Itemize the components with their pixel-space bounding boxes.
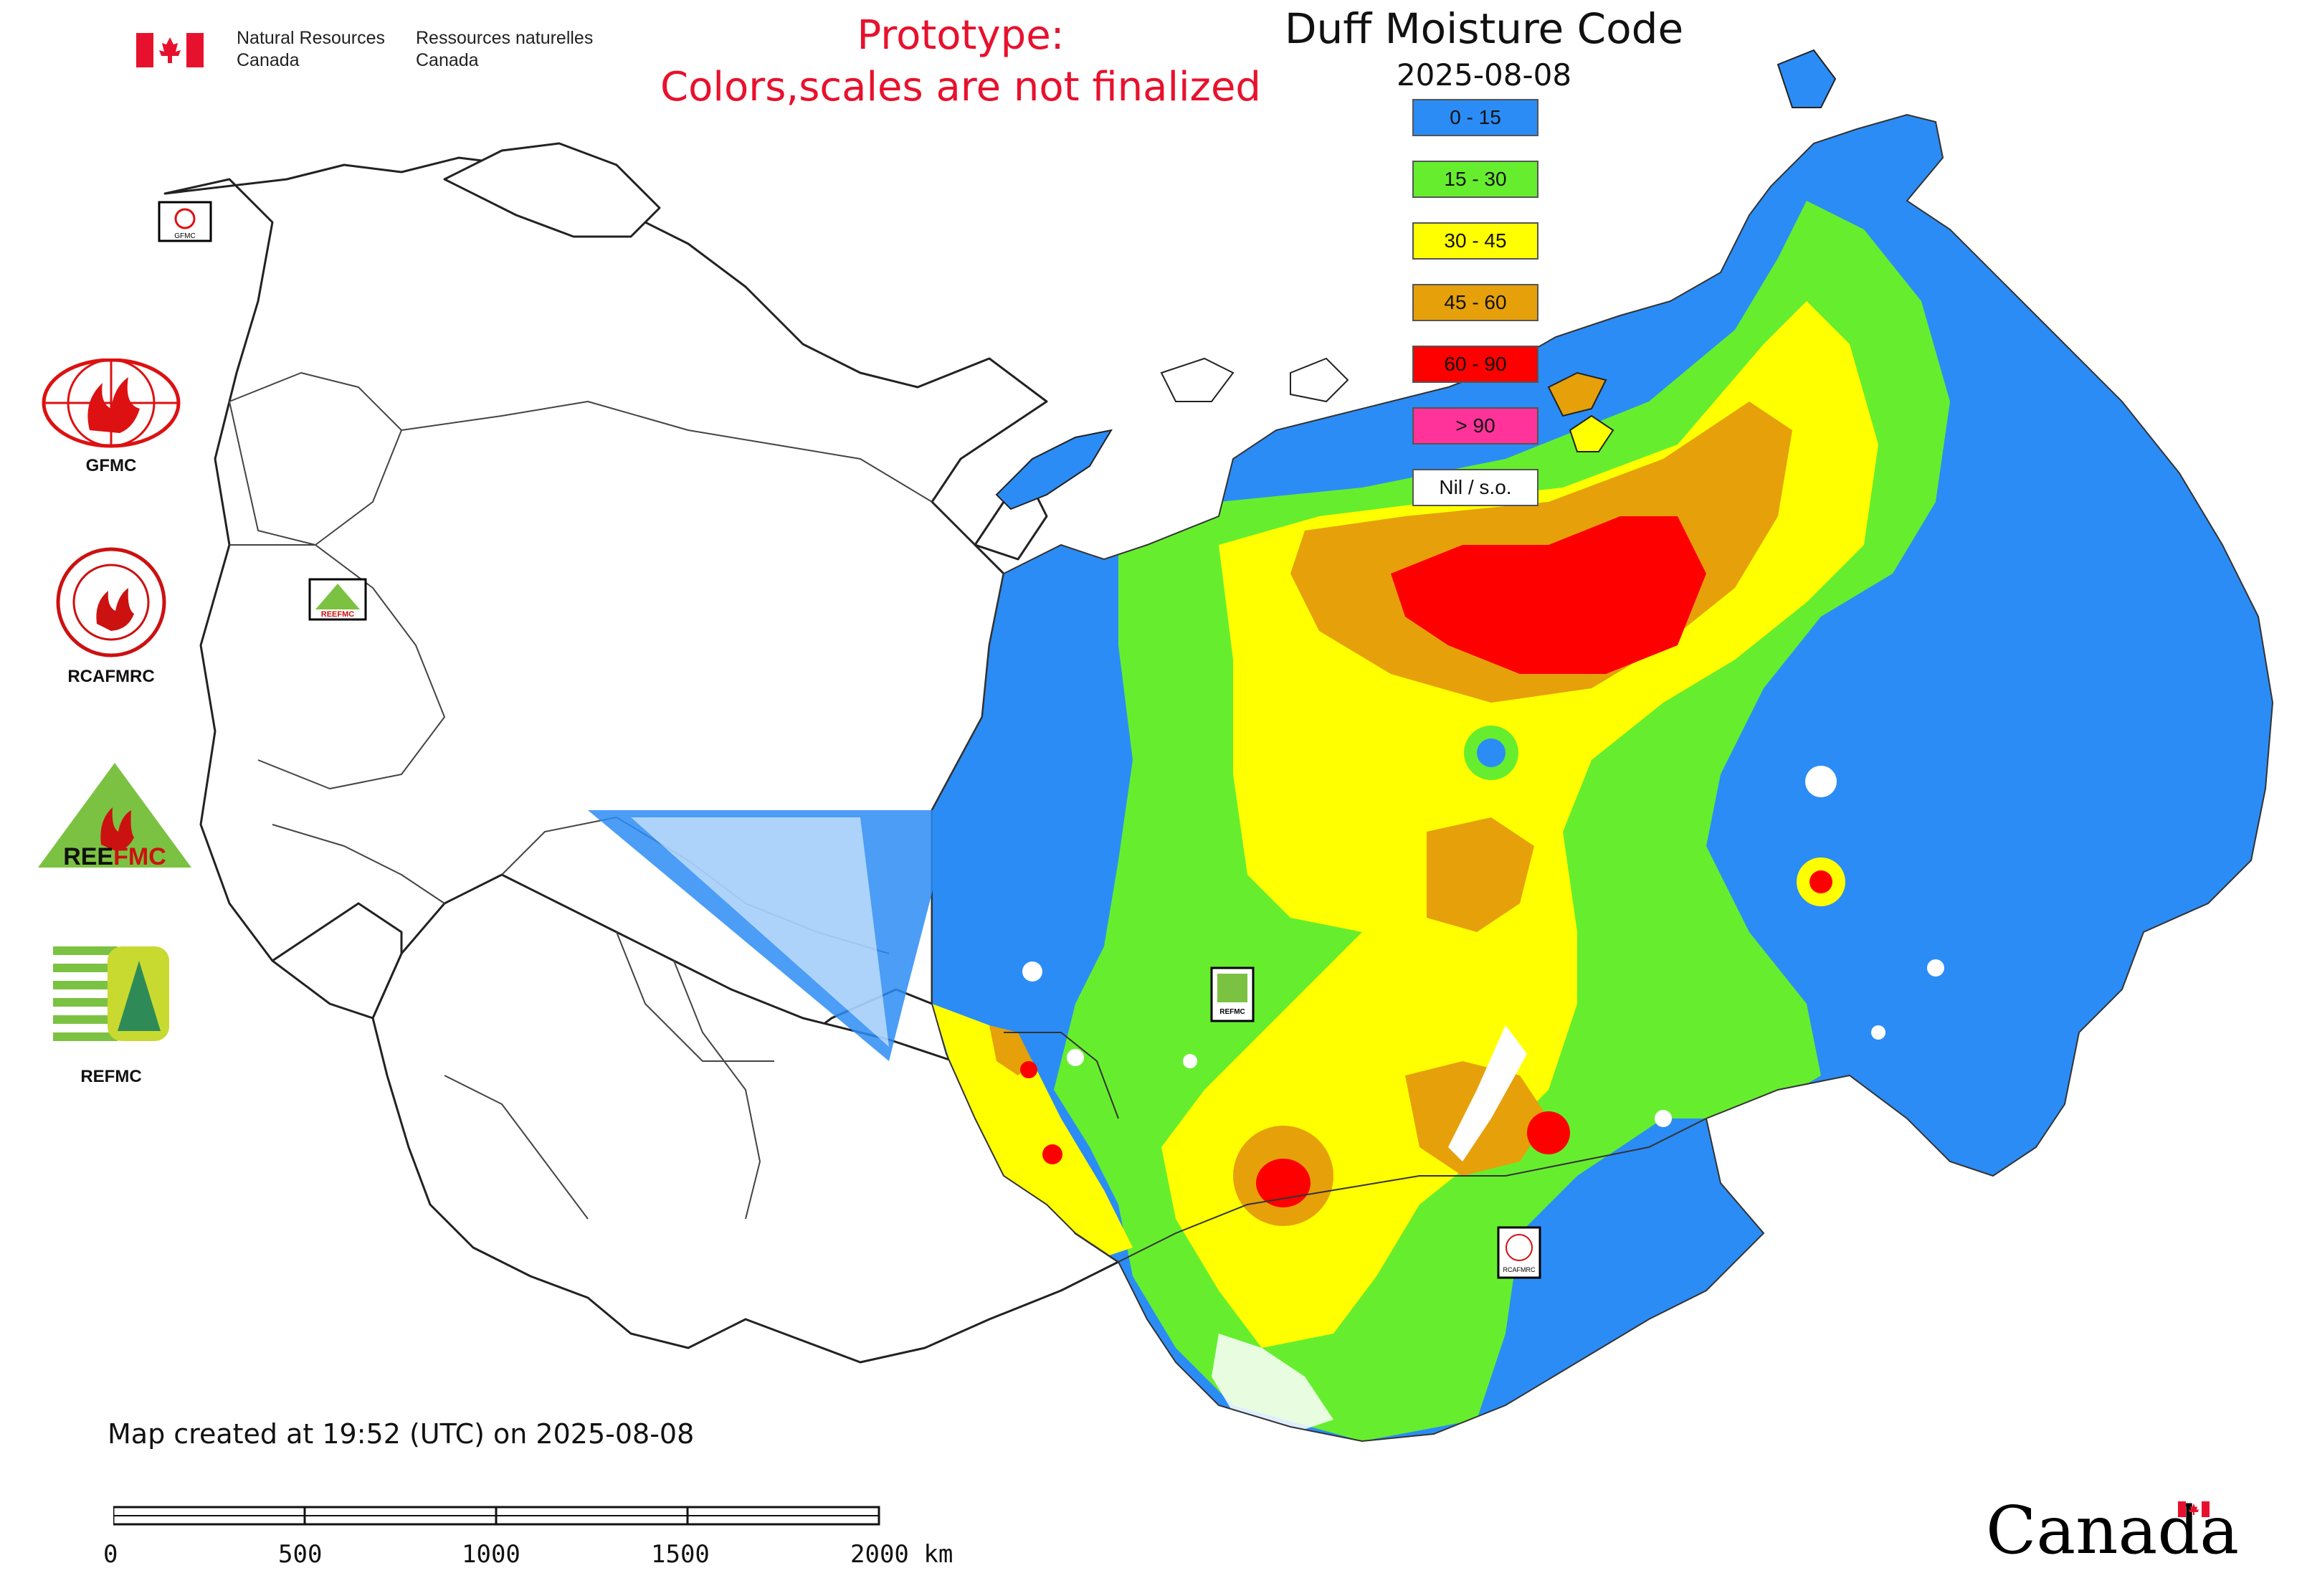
department-name-en: Natural Resources Canada bbox=[237, 28, 386, 70]
prototype-notice: Prototype: Colors,scales are not finaliz… bbox=[660, 12, 1261, 110]
gfmc-logo-icon bbox=[42, 358, 181, 448]
legend-item-30-45: 30 - 45 bbox=[1412, 222, 1538, 260]
legend-item-0-15: 0 - 15 bbox=[1412, 99, 1538, 136]
refmc-logo-icon bbox=[50, 939, 172, 1047]
partner-rcafmrc[interactable]: RCAFMRC bbox=[29, 545, 194, 688]
map-marker-label: GFMC bbox=[174, 232, 195, 240]
map-marker-rcafmrc[interactable]: RCAFMRC bbox=[1497, 1226, 1541, 1279]
map-created-timestamp: Map created at 19:52 (UTC) on 2025-08-08 bbox=[108, 1418, 695, 1450]
map-date: 2025-08-08 bbox=[1396, 57, 1572, 92]
legend-item-over-90: > 90 bbox=[1412, 407, 1538, 445]
dmc-raster-detail bbox=[932, 766, 1944, 1434]
map-marker-refmc[interactable]: REFMC bbox=[1210, 966, 1255, 1022]
legend-item-45-60: 45 - 60 bbox=[1412, 284, 1538, 321]
canada-flag-icon bbox=[136, 33, 204, 67]
scale-bar: 0 500 1000 1500 2000 km bbox=[100, 1506, 975, 1577]
map-title: Duff Moisture Code bbox=[1284, 4, 1684, 53]
scale-tick-label: 2000 km bbox=[850, 1540, 953, 1569]
canada-wordmark: Canada bbox=[1986, 1492, 2240, 1569]
rcafmrc-logo-icon bbox=[56, 547, 166, 657]
partner-refmc[interactable]: REFMC bbox=[29, 939, 194, 1090]
map-marker-label: REEFMC bbox=[321, 610, 355, 619]
reefmc-logo-text: REEFMC bbox=[63, 843, 166, 870]
scale-bar-graphic bbox=[113, 1506, 880, 1526]
scale-tick-label: 1500 bbox=[651, 1540, 710, 1569]
raster-artifact bbox=[588, 810, 953, 1061]
partner-gfmc[interactable]: GFMC bbox=[29, 358, 194, 480]
scale-tick-label: 1000 bbox=[462, 1540, 520, 1569]
department-name-fr: Ressources naturelles Canada bbox=[416, 28, 594, 70]
map-marker-label: REFMC bbox=[1219, 1008, 1245, 1016]
arctic-islands bbox=[995, 49, 1837, 510]
map-marker-reefmc[interactable]: REEFMC bbox=[308, 578, 367, 621]
legend-item-15-30: 15 - 30 bbox=[1412, 161, 1538, 198]
legend-item-nil: Nil / s.o. bbox=[1412, 469, 1538, 506]
legend-item-60-90: 60 - 90 bbox=[1412, 346, 1538, 383]
partner-reefmc[interactable]: REEFMC bbox=[29, 760, 201, 882]
nrcan-signature: Natural Resources Canada Ressources natu… bbox=[136, 27, 609, 76]
dmc-raster bbox=[932, 115, 2273, 1441]
scale-tick-label: 0 bbox=[103, 1540, 118, 1569]
map-marker-label: RCAFMRC bbox=[1503, 1266, 1536, 1273]
reefmc-logo-icon: REEFMC bbox=[38, 763, 191, 870]
canada-flag-icon bbox=[2178, 1501, 2210, 1517]
scale-tick-label: 500 bbox=[278, 1540, 323, 1569]
map-marker-gfmc[interactable]: GFMC bbox=[158, 201, 212, 242]
